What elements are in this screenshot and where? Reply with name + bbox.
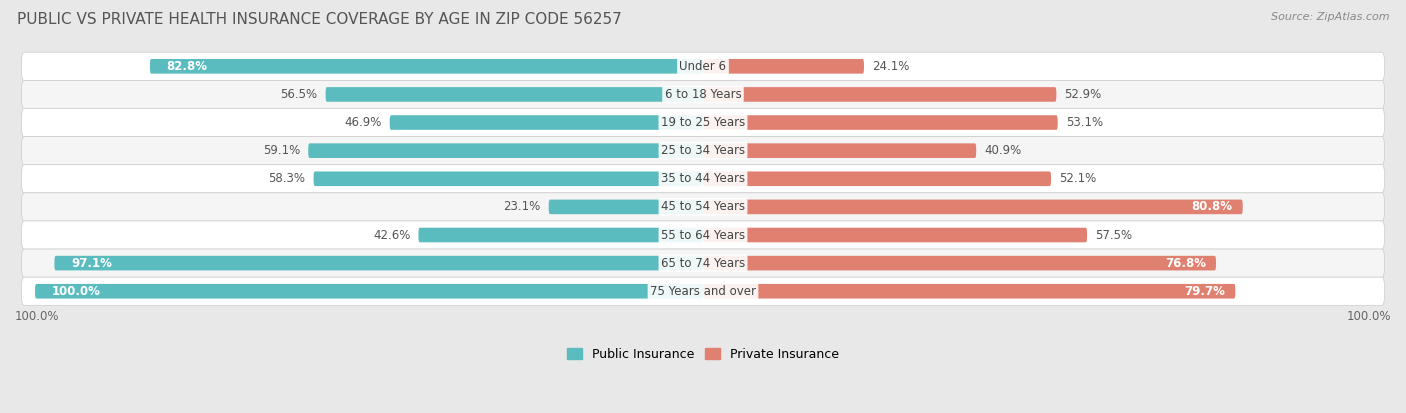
Text: 79.7%: 79.7% [1184, 285, 1226, 298]
FancyBboxPatch shape [703, 87, 1056, 102]
FancyBboxPatch shape [703, 171, 1052, 186]
Text: 82.8%: 82.8% [167, 60, 208, 73]
FancyBboxPatch shape [21, 109, 1385, 137]
Text: PUBLIC VS PRIVATE HEALTH INSURANCE COVERAGE BY AGE IN ZIP CODE 56257: PUBLIC VS PRIVATE HEALTH INSURANCE COVER… [17, 12, 621, 27]
FancyBboxPatch shape [548, 199, 703, 214]
Text: 35 to 44 Years: 35 to 44 Years [661, 172, 745, 185]
FancyBboxPatch shape [703, 284, 1236, 299]
FancyBboxPatch shape [419, 228, 703, 242]
Text: 42.6%: 42.6% [373, 228, 411, 242]
Text: 23.1%: 23.1% [503, 200, 541, 214]
FancyBboxPatch shape [703, 256, 1216, 271]
FancyBboxPatch shape [703, 228, 1087, 242]
FancyBboxPatch shape [703, 59, 863, 74]
FancyBboxPatch shape [21, 193, 1385, 221]
Text: 76.8%: 76.8% [1166, 256, 1206, 270]
FancyBboxPatch shape [21, 81, 1385, 109]
Text: 65 to 74 Years: 65 to 74 Years [661, 256, 745, 270]
Text: Under 6: Under 6 [679, 60, 727, 73]
FancyBboxPatch shape [35, 284, 703, 299]
Text: 53.1%: 53.1% [1066, 116, 1102, 129]
FancyBboxPatch shape [308, 143, 703, 158]
Text: 52.9%: 52.9% [1064, 88, 1102, 101]
FancyBboxPatch shape [21, 277, 1385, 305]
Text: 46.9%: 46.9% [344, 116, 381, 129]
FancyBboxPatch shape [21, 249, 1385, 277]
FancyBboxPatch shape [703, 143, 976, 158]
FancyBboxPatch shape [389, 115, 703, 130]
FancyBboxPatch shape [55, 256, 703, 271]
FancyBboxPatch shape [150, 59, 703, 74]
FancyBboxPatch shape [21, 52, 1385, 81]
Text: Source: ZipAtlas.com: Source: ZipAtlas.com [1271, 12, 1389, 22]
Text: 25 to 34 Years: 25 to 34 Years [661, 144, 745, 157]
Text: 52.1%: 52.1% [1059, 172, 1097, 185]
Text: 80.8%: 80.8% [1192, 200, 1233, 214]
Text: 59.1%: 59.1% [263, 144, 301, 157]
Text: 55 to 64 Years: 55 to 64 Years [661, 228, 745, 242]
FancyBboxPatch shape [326, 87, 703, 102]
FancyBboxPatch shape [703, 115, 1057, 130]
Text: 100.0%: 100.0% [15, 309, 59, 323]
Text: 6 to 18 Years: 6 to 18 Years [665, 88, 741, 101]
Legend: Public Insurance, Private Insurance: Public Insurance, Private Insurance [567, 348, 839, 361]
Text: 57.5%: 57.5% [1095, 228, 1132, 242]
Text: 40.9%: 40.9% [984, 144, 1022, 157]
Text: 45 to 54 Years: 45 to 54 Years [661, 200, 745, 214]
Text: 58.3%: 58.3% [269, 172, 305, 185]
FancyBboxPatch shape [21, 137, 1385, 165]
FancyBboxPatch shape [314, 171, 703, 186]
Text: 24.1%: 24.1% [872, 60, 910, 73]
Text: 100.0%: 100.0% [52, 285, 101, 298]
FancyBboxPatch shape [703, 199, 1243, 214]
Text: 56.5%: 56.5% [280, 88, 318, 101]
FancyBboxPatch shape [21, 165, 1385, 193]
Text: 100.0%: 100.0% [1347, 309, 1391, 323]
Text: 75 Years and over: 75 Years and over [650, 285, 756, 298]
FancyBboxPatch shape [21, 221, 1385, 249]
Text: 97.1%: 97.1% [72, 256, 112, 270]
Text: 19 to 25 Years: 19 to 25 Years [661, 116, 745, 129]
